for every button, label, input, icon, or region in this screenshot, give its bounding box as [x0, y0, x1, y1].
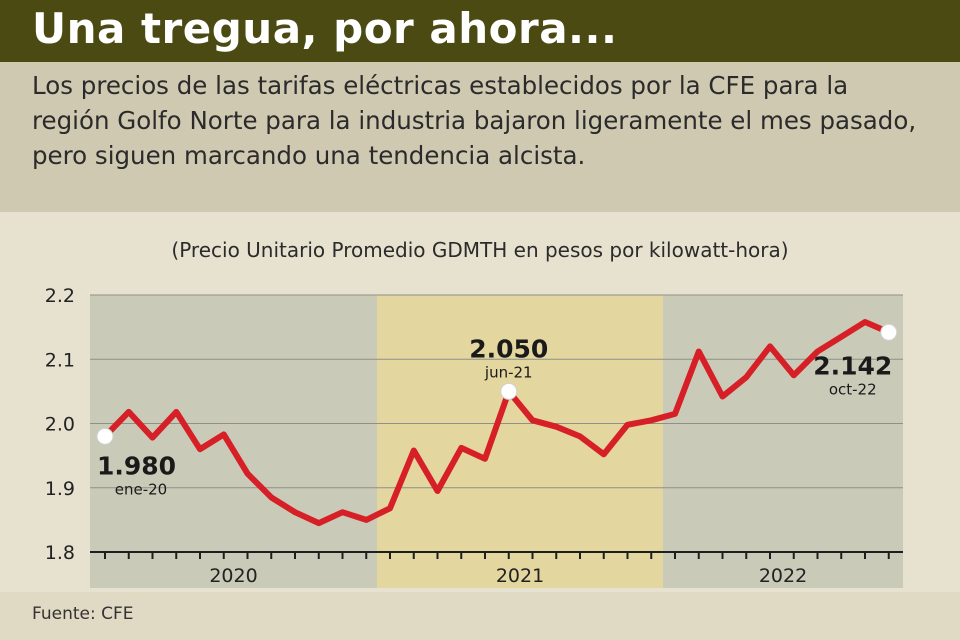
y-tick-label: 2.2: [45, 285, 75, 307]
annotation-value: 2.050: [469, 334, 548, 363]
year-band-2022: [663, 295, 903, 588]
annotation-date: oct-22: [829, 380, 877, 398]
headline: Una tregua, por ahora...: [32, 4, 618, 53]
annotation-value: 1.980: [97, 451, 176, 480]
year-label-2022: 2022: [759, 565, 807, 587]
annotation-value: 2.142: [813, 351, 892, 380]
y-tick-label: 2.1: [45, 349, 75, 371]
footer: Fuente: CFE: [0, 592, 960, 640]
y-tick-label: 1.8: [45, 542, 75, 564]
title-bar: Una tregua, por ahora...: [0, 0, 960, 62]
y-tick-label: 2.0: [45, 414, 75, 436]
annotation-date: ene-20: [115, 480, 167, 498]
line-chart: 2020 2021 2022 1.8 1.9 2.0 2.1 2.2 1.980ene-20…: [45, 238, 903, 588]
chart-title: (Precio Unitario Promedio GDMTH en pesos…: [171, 238, 788, 262]
y-tick-label: 1.9: [45, 478, 75, 500]
chart-area: 2020 2021 2022 1.8 1.9 2.0 2.1 2.2 1.980 ene-20…: [0, 212, 960, 620]
annotation-date: jun-21: [484, 363, 533, 381]
subtitle-box: Los precios de las tarifas eléctricas es…: [0, 62, 960, 212]
subtitle: Los precios de las tarifas eléctricas es…: [32, 71, 917, 170]
annotation-point: [96, 427, 114, 445]
annotation-point: [880, 323, 898, 341]
year-label-2021: 2021: [496, 565, 544, 587]
source-note: Fuente: CFE: [32, 604, 134, 624]
series-line: [102, 319, 892, 527]
year-label-2020: 2020: [209, 565, 257, 587]
annotation-point: [500, 382, 518, 400]
year-band-2020: [90, 295, 377, 588]
